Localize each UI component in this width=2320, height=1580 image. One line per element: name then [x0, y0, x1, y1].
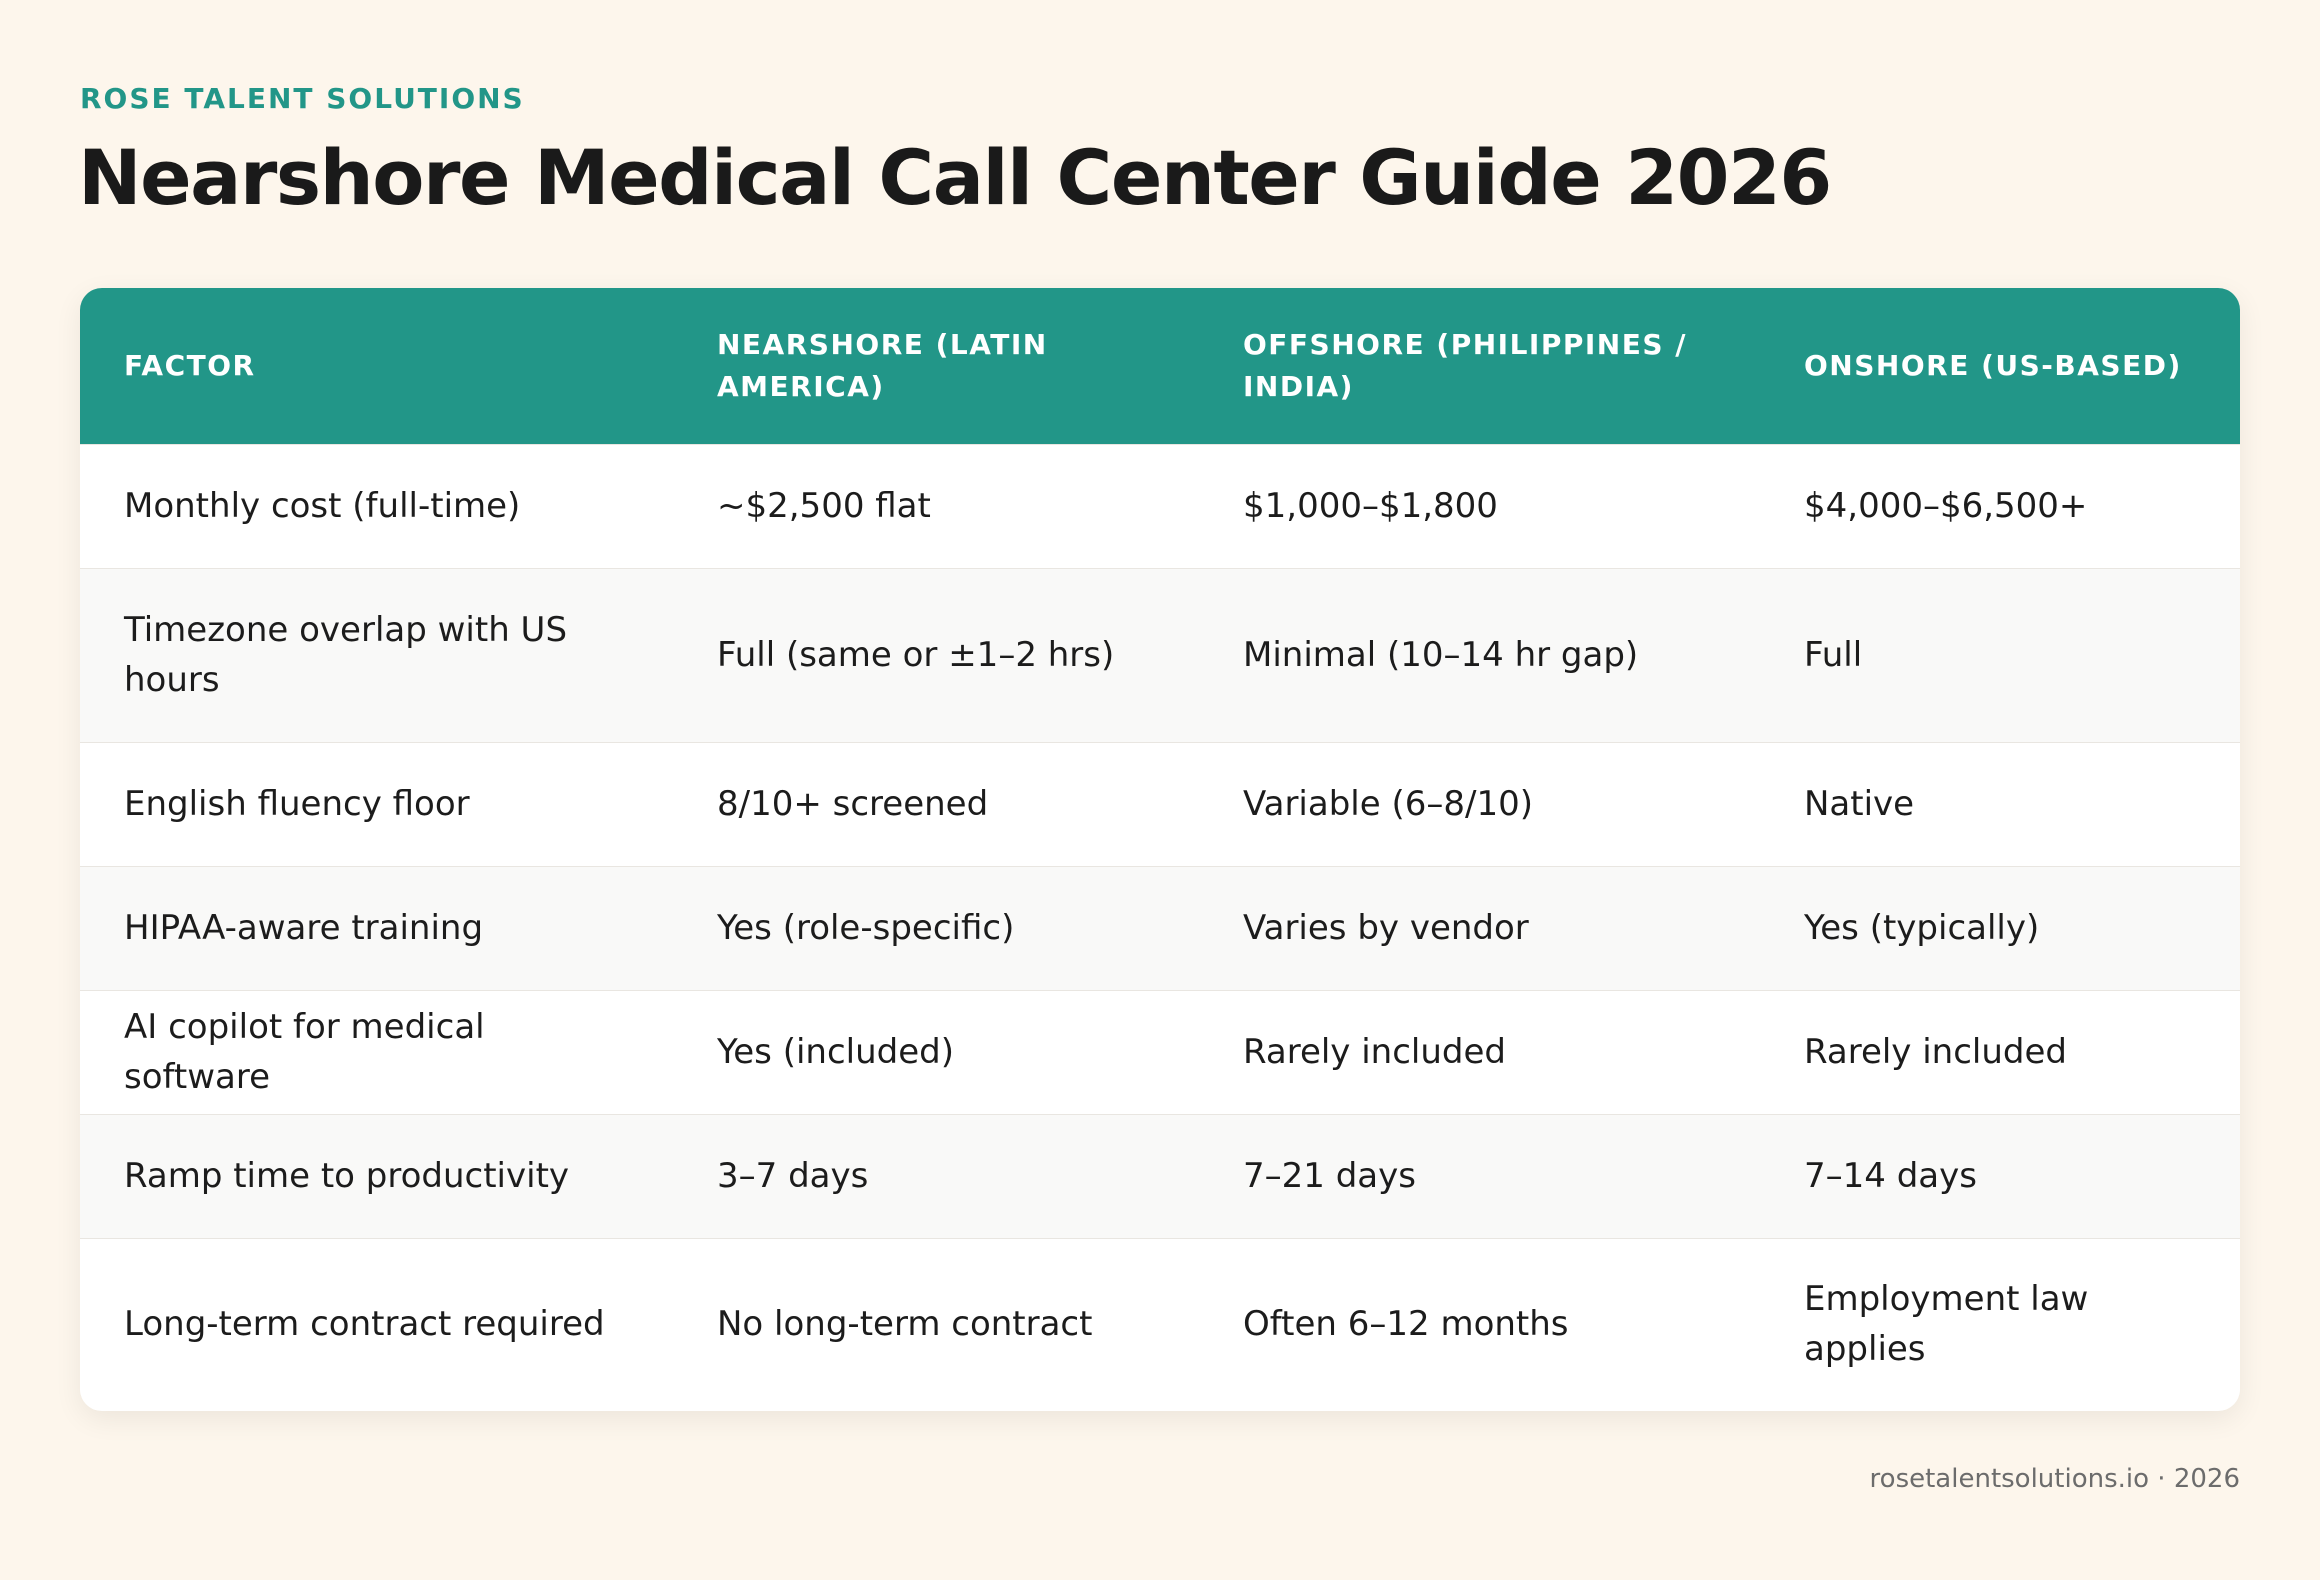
onshore-cell: Full: [1760, 567, 2240, 742]
table-row: Ramp time to productivity 3–7 days 7–21 …: [80, 1113, 2240, 1238]
footer-credit: rosetalentsolutions.io · 2026: [1869, 1464, 2240, 1494]
table-row: Long-term contract required No long-term…: [80, 1237, 2240, 1410]
header-row: FACTOR NEARSHORE (LATIN AMERICA) OFFSHOR…: [80, 288, 2240, 444]
comparison-table-card: FACTOR NEARSHORE (LATIN AMERICA) OFFSHOR…: [80, 288, 2240, 1411]
onshore-cell: 7–14 days: [1760, 1113, 2240, 1238]
table-row: Timezone overlap with US hours Full (sam…: [80, 567, 2240, 742]
factor-cell: Timezone overlap with US hours: [80, 567, 673, 742]
nearshore-cell: Full (same or ±1–2 hrs): [673, 567, 1199, 742]
offshore-cell: $1,000–$1,800: [1199, 443, 1760, 568]
factor-cell: Long-term contract required: [80, 1237, 673, 1410]
table-row: English fluency floor 8/10+ screened Var…: [80, 741, 2240, 866]
onshore-cell: Native: [1760, 741, 2240, 866]
nearshore-cell: 3–7 days: [673, 1113, 1199, 1238]
offshore-cell: Variable (6–8/10): [1199, 741, 1760, 866]
factor-cell: HIPAA-aware training: [80, 865, 673, 990]
nearshore-cell: No long-term contract: [673, 1237, 1199, 1410]
brand-label: ROSE TALENT SOLUTIONS: [80, 82, 525, 115]
table-row: AI copilot for medical software Yes (inc…: [80, 989, 2240, 1114]
offshore-cell: 7–21 days: [1199, 1113, 1760, 1238]
column-header-offshore: OFFSHORE (PHILIPPINES / INDIA): [1243, 327, 1687, 403]
onshore-cell: Yes (typically): [1760, 865, 2240, 990]
onshore-cell: Rarely included: [1760, 989, 2240, 1114]
nearshore-cell: 8/10+ screened: [673, 741, 1199, 866]
nearshore-cell: Yes (role-specific): [673, 865, 1199, 990]
table-row: HIPAA-aware training Yes (role-specific)…: [80, 865, 2240, 990]
factor-cell: AI copilot for medical software: [80, 989, 673, 1114]
column-header-onshore: ONSHORE (US-BASED): [1804, 348, 2182, 382]
factor-cell: Ramp time to productivity: [80, 1113, 673, 1238]
factor-cell: Monthly cost (full-time): [80, 443, 673, 568]
table-body: Monthly cost (full-time) ~$2,500 flat $1…: [80, 443, 2240, 1410]
column-header-factor: FACTOR: [124, 348, 256, 382]
onshore-cell: Employment law applies: [1760, 1237, 2240, 1410]
onshore-cell: $4,000–$6,500+: [1760, 443, 2240, 568]
factor-cell: English fluency floor: [80, 741, 673, 866]
nearshore-cell: Yes (included): [673, 989, 1199, 1114]
comparison-table: FACTOR NEARSHORE (LATIN AMERICA) OFFSHOR…: [80, 288, 2240, 1410]
page-title: Nearshore Medical Call Center Guide 2026: [78, 133, 1832, 222]
nearshore-cell: ~$2,500 flat: [673, 443, 1199, 568]
offshore-cell: Often 6–12 months: [1199, 1237, 1760, 1410]
column-header-nearshore: NEARSHORE (LATIN AMERICA): [717, 327, 1048, 403]
offshore-cell: Varies by vendor: [1199, 865, 1760, 990]
table-row: Monthly cost (full-time) ~$2,500 flat $1…: [80, 443, 2240, 568]
offshore-cell: Rarely included: [1199, 989, 1760, 1114]
offshore-cell: Minimal (10–14 hr gap): [1199, 567, 1760, 742]
table-header: FACTOR NEARSHORE (LATIN AMERICA) OFFSHOR…: [80, 288, 2240, 444]
